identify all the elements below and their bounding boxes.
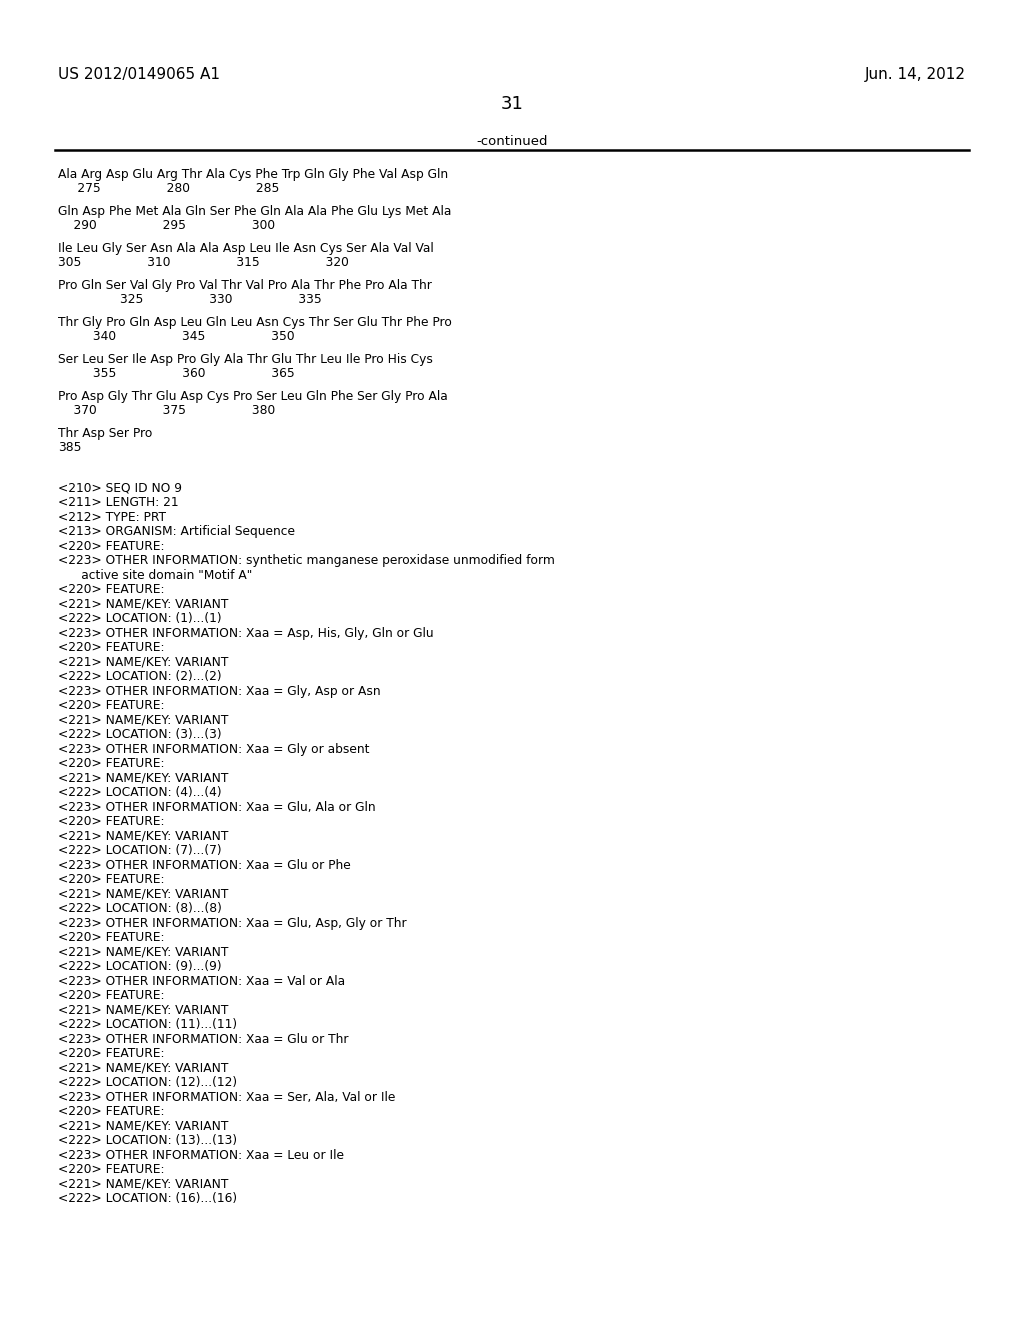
Text: <210> SEQ ID NO 9: <210> SEQ ID NO 9 [58, 482, 182, 495]
Text: <220> FEATURE:: <220> FEATURE: [58, 540, 165, 553]
Text: <220> FEATURE:: <220> FEATURE: [58, 1047, 165, 1060]
Text: 290                 295                 300: 290 295 300 [58, 219, 275, 232]
Text: <221> NAME/KEY: VARIANT: <221> NAME/KEY: VARIANT [58, 714, 228, 727]
Text: <221> NAME/KEY: VARIANT: <221> NAME/KEY: VARIANT [58, 598, 228, 611]
Text: <223> OTHER INFORMATION: synthetic manganese peroxidase unmodified form: <223> OTHER INFORMATION: synthetic manga… [58, 554, 555, 568]
Text: <223> OTHER INFORMATION: Xaa = Glu or Phe: <223> OTHER INFORMATION: Xaa = Glu or Ph… [58, 859, 351, 871]
Text: <221> NAME/KEY: VARIANT: <221> NAME/KEY: VARIANT [58, 656, 228, 669]
Text: <220> FEATURE:: <220> FEATURE: [58, 874, 165, 886]
Text: 305                 310                 315                 320: 305 310 315 320 [58, 256, 349, 269]
Text: <220> FEATURE:: <220> FEATURE: [58, 989, 165, 1002]
Text: US 2012/0149065 A1: US 2012/0149065 A1 [58, 67, 220, 82]
Text: <213> ORGANISM: Artificial Sequence: <213> ORGANISM: Artificial Sequence [58, 525, 295, 539]
Text: 355                 360                 365: 355 360 365 [58, 367, 295, 380]
Text: <223> OTHER INFORMATION: Xaa = Glu, Asp, Gly or Thr: <223> OTHER INFORMATION: Xaa = Glu, Asp,… [58, 917, 407, 929]
Text: <221> NAME/KEY: VARIANT: <221> NAME/KEY: VARIANT [58, 1177, 228, 1191]
Text: active site domain "Motif A": active site domain "Motif A" [58, 569, 252, 582]
Text: Pro Asp Gly Thr Glu Asp Cys Pro Ser Leu Gln Phe Ser Gly Pro Ala: Pro Asp Gly Thr Glu Asp Cys Pro Ser Leu … [58, 389, 447, 403]
Text: <222> LOCATION: (4)...(4): <222> LOCATION: (4)...(4) [58, 787, 221, 800]
Text: <221> NAME/KEY: VARIANT: <221> NAME/KEY: VARIANT [58, 772, 228, 785]
Text: <223> OTHER INFORMATION: Xaa = Gly or absent: <223> OTHER INFORMATION: Xaa = Gly or ab… [58, 743, 370, 756]
Text: 370                 375                 380: 370 375 380 [58, 404, 275, 417]
Text: 325                 330                 335: 325 330 335 [58, 293, 322, 306]
Text: 385: 385 [58, 441, 82, 454]
Text: Thr Gly Pro Gln Asp Leu Gln Leu Asn Cys Thr Ser Glu Thr Phe Pro: Thr Gly Pro Gln Asp Leu Gln Leu Asn Cys … [58, 315, 452, 329]
Text: <223> OTHER INFORMATION: Xaa = Gly, Asp or Asn: <223> OTHER INFORMATION: Xaa = Gly, Asp … [58, 685, 381, 698]
Text: <223> OTHER INFORMATION: Xaa = Glu or Thr: <223> OTHER INFORMATION: Xaa = Glu or Th… [58, 1032, 348, 1045]
Text: <221> NAME/KEY: VARIANT: <221> NAME/KEY: VARIANT [58, 1061, 228, 1074]
Text: <220> FEATURE:: <220> FEATURE: [58, 758, 165, 771]
Text: 31: 31 [501, 95, 523, 114]
Text: 275                 280                 285: 275 280 285 [58, 182, 280, 195]
Text: -continued: -continued [476, 135, 548, 148]
Text: <222> LOCATION: (13)...(13): <222> LOCATION: (13)...(13) [58, 1134, 238, 1147]
Text: <223> OTHER INFORMATION: Xaa = Asp, His, Gly, Gln or Glu: <223> OTHER INFORMATION: Xaa = Asp, His,… [58, 627, 433, 640]
Text: <220> FEATURE:: <220> FEATURE: [58, 642, 165, 655]
Text: Gln Asp Phe Met Ala Gln Ser Phe Gln Ala Ala Phe Glu Lys Met Ala: Gln Asp Phe Met Ala Gln Ser Phe Gln Ala … [58, 205, 452, 218]
Text: <222> LOCATION: (3)...(3): <222> LOCATION: (3)...(3) [58, 729, 221, 742]
Text: <220> FEATURE:: <220> FEATURE: [58, 1163, 165, 1176]
Text: <223> OTHER INFORMATION: Xaa = Val or Ala: <223> OTHER INFORMATION: Xaa = Val or Al… [58, 974, 345, 987]
Text: <220> FEATURE:: <220> FEATURE: [58, 1105, 165, 1118]
Text: <222> LOCATION: (8)...(8): <222> LOCATION: (8)...(8) [58, 903, 222, 915]
Text: 340                 345                 350: 340 345 350 [58, 330, 295, 343]
Text: <221> NAME/KEY: VARIANT: <221> NAME/KEY: VARIANT [58, 1003, 228, 1016]
Text: <222> LOCATION: (16)...(16): <222> LOCATION: (16)...(16) [58, 1192, 238, 1205]
Text: Jun. 14, 2012: Jun. 14, 2012 [865, 67, 966, 82]
Text: <222> LOCATION: (1)...(1): <222> LOCATION: (1)...(1) [58, 612, 221, 626]
Text: Ile Leu Gly Ser Asn Ala Ala Asp Leu Ile Asn Cys Ser Ala Val Val: Ile Leu Gly Ser Asn Ala Ala Asp Leu Ile … [58, 242, 434, 255]
Text: <220> FEATURE:: <220> FEATURE: [58, 816, 165, 828]
Text: <222> LOCATION: (9)...(9): <222> LOCATION: (9)...(9) [58, 960, 221, 973]
Text: <211> LENGTH: 21: <211> LENGTH: 21 [58, 496, 178, 510]
Text: <222> LOCATION: (12)...(12): <222> LOCATION: (12)...(12) [58, 1076, 238, 1089]
Text: <222> LOCATION: (7)...(7): <222> LOCATION: (7)...(7) [58, 845, 221, 857]
Text: <212> TYPE: PRT: <212> TYPE: PRT [58, 511, 166, 524]
Text: Ser Leu Ser Ile Asp Pro Gly Ala Thr Glu Thr Leu Ile Pro His Cys: Ser Leu Ser Ile Asp Pro Gly Ala Thr Glu … [58, 352, 433, 366]
Text: <223> OTHER INFORMATION: Xaa = Glu, Ala or Gln: <223> OTHER INFORMATION: Xaa = Glu, Ala … [58, 801, 376, 813]
Text: Thr Asp Ser Pro: Thr Asp Ser Pro [58, 426, 153, 440]
Text: Ala Arg Asp Glu Arg Thr Ala Cys Phe Trp Gln Gly Phe Val Asp Gln: Ala Arg Asp Glu Arg Thr Ala Cys Phe Trp … [58, 168, 449, 181]
Text: <221> NAME/KEY: VARIANT: <221> NAME/KEY: VARIANT [58, 888, 228, 900]
Text: <220> FEATURE:: <220> FEATURE: [58, 932, 165, 944]
Text: <222> LOCATION: (2)...(2): <222> LOCATION: (2)...(2) [58, 671, 221, 684]
Text: Pro Gln Ser Val Gly Pro Val Thr Val Pro Ala Thr Phe Pro Ala Thr: Pro Gln Ser Val Gly Pro Val Thr Val Pro … [58, 279, 432, 292]
Text: <223> OTHER INFORMATION: Xaa = Leu or Ile: <223> OTHER INFORMATION: Xaa = Leu or Il… [58, 1148, 344, 1162]
Text: <220> FEATURE:: <220> FEATURE: [58, 700, 165, 713]
Text: <221> NAME/KEY: VARIANT: <221> NAME/KEY: VARIANT [58, 1119, 228, 1133]
Text: <222> LOCATION: (11)...(11): <222> LOCATION: (11)...(11) [58, 1018, 238, 1031]
Text: <221> NAME/KEY: VARIANT: <221> NAME/KEY: VARIANT [58, 830, 228, 842]
Text: <220> FEATURE:: <220> FEATURE: [58, 583, 165, 597]
Text: <221> NAME/KEY: VARIANT: <221> NAME/KEY: VARIANT [58, 945, 228, 958]
Text: <223> OTHER INFORMATION: Xaa = Ser, Ala, Val or Ile: <223> OTHER INFORMATION: Xaa = Ser, Ala,… [58, 1090, 395, 1104]
